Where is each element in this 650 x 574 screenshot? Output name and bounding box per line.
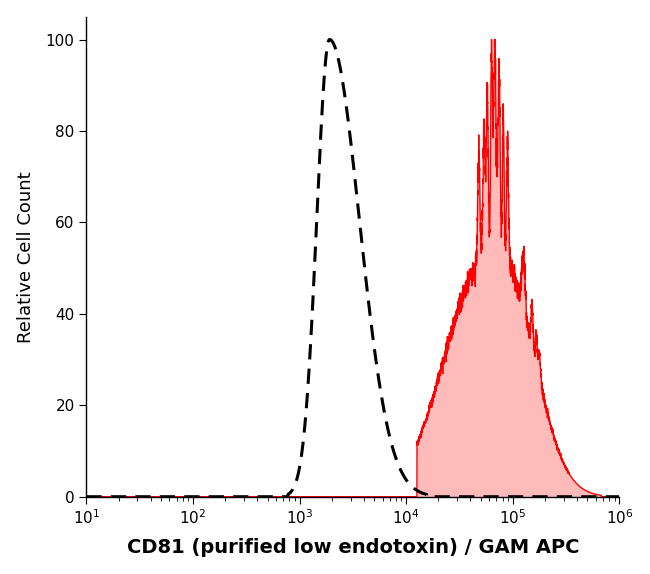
Y-axis label: Relative Cell Count: Relative Cell Count	[17, 171, 34, 343]
X-axis label: CD81 (purified low endotoxin) / GAM APC: CD81 (purified low endotoxin) / GAM APC	[127, 538, 579, 557]
